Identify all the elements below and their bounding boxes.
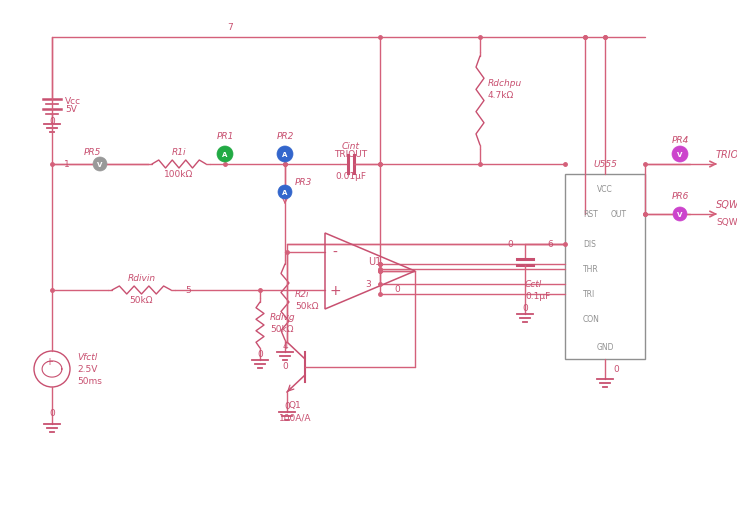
Text: Q1: Q1 [289,401,301,410]
Text: DIS: DIS [583,240,596,249]
Circle shape [278,186,292,200]
Text: CON: CON [583,315,600,324]
Text: SQWOUT: SQWOUT [716,200,737,210]
Text: 0: 0 [49,409,55,418]
Text: 0: 0 [522,304,528,313]
Text: 7: 7 [227,23,233,33]
Text: TRIOUT: TRIOUT [716,150,737,160]
Text: PR5: PR5 [83,148,101,157]
Text: 0.1μF: 0.1μF [525,292,551,301]
Text: PR6: PR6 [671,192,688,201]
Text: Cint: Cint [342,142,360,151]
Text: 0: 0 [282,362,288,371]
Circle shape [277,147,293,163]
Text: 0: 0 [394,285,400,294]
Text: 5V: 5V [65,105,77,115]
Text: V: V [677,152,682,158]
Text: SQWOUT: SQWOUT [716,218,737,227]
Text: Rdivin: Rdivin [128,274,156,283]
Text: -: - [332,245,338,260]
Text: 50kΩ: 50kΩ [130,296,153,305]
Text: Vfctl: Vfctl [77,353,97,362]
Text: PR2: PR2 [276,132,293,141]
Text: Vcc: Vcc [65,97,81,106]
Text: 0: 0 [507,240,513,249]
Text: 3: 3 [365,280,371,289]
Text: RST: RST [583,210,598,219]
Text: 50ms: 50ms [77,377,102,386]
Text: 0: 0 [49,117,55,126]
Text: 0: 0 [257,350,263,359]
Text: 0.01μF: 0.01μF [335,172,366,181]
Text: Rdivg: Rdivg [270,313,296,322]
Text: 100A/A: 100A/A [279,413,311,421]
Text: 2.5V: 2.5V [77,365,97,374]
Text: U555: U555 [593,160,617,169]
Text: GND: GND [596,343,614,352]
Text: 50kΩ: 50kΩ [295,302,318,311]
Circle shape [672,147,688,163]
Text: R2i: R2i [295,290,310,299]
Text: 6: 6 [548,240,553,249]
Text: 1: 1 [64,160,70,169]
Text: +: + [329,284,340,297]
Text: TRIOUT: TRIOUT [335,150,368,159]
Text: VCC: VCC [597,185,613,194]
Text: OUT: OUT [611,210,627,219]
Bar [565,175,645,359]
Text: Rdchpu: Rdchpu [488,78,523,88]
Text: V: V [677,212,682,217]
Text: Cctl: Cctl [525,280,542,289]
Text: 50kΩ: 50kΩ [270,325,293,334]
Text: TRI: TRI [583,290,595,299]
Circle shape [673,208,687,221]
Text: PR4: PR4 [671,136,688,145]
Text: U1: U1 [368,257,382,267]
Text: 100kΩ: 100kΩ [164,170,194,179]
Text: +: + [45,356,53,366]
Text: R1i: R1i [172,148,186,157]
Text: 0: 0 [284,402,290,411]
Text: A: A [282,152,287,158]
Text: PR3: PR3 [294,178,312,187]
Text: THR: THR [583,265,598,274]
Text: A: A [223,152,228,158]
Circle shape [93,158,107,172]
Text: 4: 4 [282,342,288,351]
Text: A: A [282,190,287,195]
Text: 0: 0 [613,365,619,374]
Text: 4.7kΩ: 4.7kΩ [488,90,514,99]
Circle shape [217,147,233,163]
Text: V: V [97,162,102,167]
Text: PR1: PR1 [217,132,234,141]
Text: 5: 5 [185,286,191,295]
